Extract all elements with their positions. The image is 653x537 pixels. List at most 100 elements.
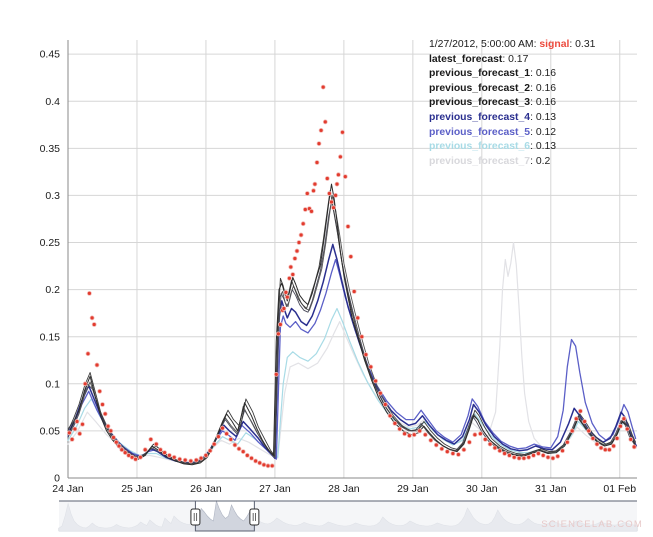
signal-point [611,443,616,449]
signal-point [348,254,354,260]
signal-point [283,289,289,295]
y-axis-ticks: 0 0.05 0.1 0.15 0.2 0.25 0.3 0.35 0.4 0.45 [40,49,61,485]
signal-point [302,207,308,212]
signal-point [122,450,128,456]
legend-separator: : [530,68,536,80]
signal-point [312,181,318,187]
legend-key: previous_forecast_5 [429,126,531,138]
signal-point [298,232,304,238]
signal-point [198,455,204,461]
signal-point [113,439,119,445]
legend-signal-key: signal [539,39,570,50]
signal-point [607,447,612,453]
signal-point [80,421,85,427]
legend-row-previous-forecast-7: previous_forecast_7: 0.2 [429,155,644,170]
navigator-handle-left[interactable] [190,508,201,526]
x-axis-tick-label: 24 Jan [52,483,84,495]
legend-key: latest_forecast [429,53,503,65]
signal-point [320,84,326,90]
signal-point [461,447,467,453]
signal-point [433,442,439,448]
signal-point [281,306,287,311]
signal-point [439,446,445,452]
legend-key: previous_forecast_1 [429,68,531,80]
signal-point [119,447,125,453]
signal-point [550,455,556,461]
legend-value: 0.12 [535,126,557,138]
y-axis-tick-label: 0.35 [40,143,61,155]
y-axis-tick-label: 0.05 [40,426,61,438]
signal-point [240,449,246,455]
signal-point [193,457,199,463]
signal-point [564,439,570,445]
signal-point [631,444,637,450]
range-navigator-svg[interactable]: SCIENCELAB.COM [0,497,653,537]
y-axis-tick-label: 0.4 [45,96,60,108]
signal-point [382,402,388,407]
signal-point [586,428,592,434]
range-navigator[interactable]: SCIENCELAB.COM [0,497,653,537]
signal-point [506,452,512,458]
signal-point [628,436,634,442]
y-axis-tick-label: 0.2 [45,284,60,296]
signal-point [288,264,294,270]
legend-separator: : [530,126,536,138]
signal-point [602,447,608,453]
signal-point [337,154,343,160]
signal-point [296,240,302,245]
legend-key: previous_forecast_4 [429,111,531,123]
signal-point [573,416,579,422]
legend-row-latest-forecast: latest_forecast: 0.17 [429,53,644,68]
signal-point [402,431,408,437]
signal-point [111,435,116,440]
signal-point [72,426,78,432]
navigator-mask-left[interactable] [59,501,196,531]
x-axis-tick-label: 28 Jan [328,483,360,495]
signal-point [91,322,97,327]
signal-point [137,454,143,460]
signal-point [69,436,75,442]
signal-point [215,434,221,440]
legend-header-row: 1/27/2012, 5:00:00 AM: signal: 0.31 [429,38,644,53]
signal-point [211,441,217,447]
signal-point [387,413,393,419]
legend-signal-value: 0.31 [575,39,596,50]
signal-point [94,362,100,368]
signal-point [129,454,135,460]
signal-point [377,390,383,396]
signal-point [422,432,428,438]
signal-point [177,456,183,462]
signal-point [133,456,139,462]
signal-point [334,181,340,187]
signal-point [373,378,379,384]
signal-point [85,351,91,357]
signal-point [87,290,92,296]
signal-point [417,428,423,434]
signal-point [236,446,242,452]
signal-point [355,315,361,321]
x-axis-tick-label: 01 Feb [603,483,636,495]
signal-point [411,432,417,438]
x-axis-tick-label: 25 Jan [121,483,153,495]
legend-key: previous_forecast_3 [429,97,531,109]
y-axis-tick-label: 0.1 [45,378,60,390]
legend-separator: : [502,53,509,65]
signal-point [363,352,369,358]
signal-point [290,272,296,277]
x-axis-tick-label: 31 Jan [535,483,567,495]
navigator-handle-right[interactable] [249,508,260,526]
main-chart-svg[interactable]: 0 0.05 0.1 0.15 0.2 0.25 0.3 0.35 0.4 0.45 24 Jan… [0,0,653,495]
signal-point [329,199,334,205]
signal-point [273,371,279,377]
legend-key: previous_forecast_2 [429,82,531,94]
signal-point [100,402,105,407]
signal-point [261,462,267,468]
main-chart[interactable]: 0 0.05 0.1 0.15 0.2 0.25 0.3 0.35 0.4 0.45 24 Jan… [0,0,653,495]
y-axis-tick-label: 0.15 [40,331,61,343]
legend-value: 0.17 [508,53,529,65]
signal-point [108,428,114,434]
signal-point [444,449,450,455]
signal-point [614,435,620,441]
legend-value: 0.13 [535,111,557,123]
navigator-mask-right[interactable] [254,501,637,531]
